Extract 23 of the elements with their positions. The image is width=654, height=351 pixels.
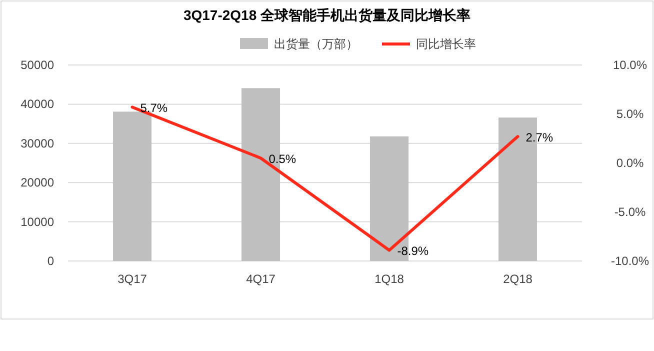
y-tick-label: 0 bbox=[47, 254, 54, 268]
y2-tick-label: 10.0% bbox=[612, 58, 648, 72]
y-tick-label: 30000 bbox=[20, 136, 54, 150]
chart-title: 3Q17-2Q18 全球智能手机出货量及同比增长率 bbox=[183, 7, 471, 23]
legend-label: 出货量（万部） bbox=[274, 37, 358, 51]
data-label: 0.5% bbox=[268, 152, 296, 166]
x-tick-label: 1Q18 bbox=[374, 272, 404, 286]
y-tick-label: 50000 bbox=[20, 58, 54, 72]
y-tick-label: 10000 bbox=[20, 214, 54, 229]
x-tick-label: 4Q17 bbox=[246, 272, 276, 286]
y2-tick-label: -5.0% bbox=[614, 205, 646, 219]
data-label: -8.9% bbox=[397, 244, 429, 258]
data-label: 5.7% bbox=[140, 101, 168, 116]
y2-tick-label: -10.0% bbox=[610, 254, 650, 268]
x-tick-label: 2Q18 bbox=[503, 272, 533, 286]
y-tick-label: 20000 bbox=[20, 176, 54, 190]
y-tick-label: 40000 bbox=[20, 97, 54, 112]
y2-tick-label: 0.0% bbox=[616, 156, 644, 170]
y2-tick-label: 5.0% bbox=[616, 107, 644, 121]
x-tick-label: 3Q17 bbox=[118, 272, 148, 286]
legend-label: 同比增长率 bbox=[416, 37, 476, 51]
data-label: 2.7% bbox=[526, 130, 554, 145]
bar bbox=[112, 112, 152, 261]
